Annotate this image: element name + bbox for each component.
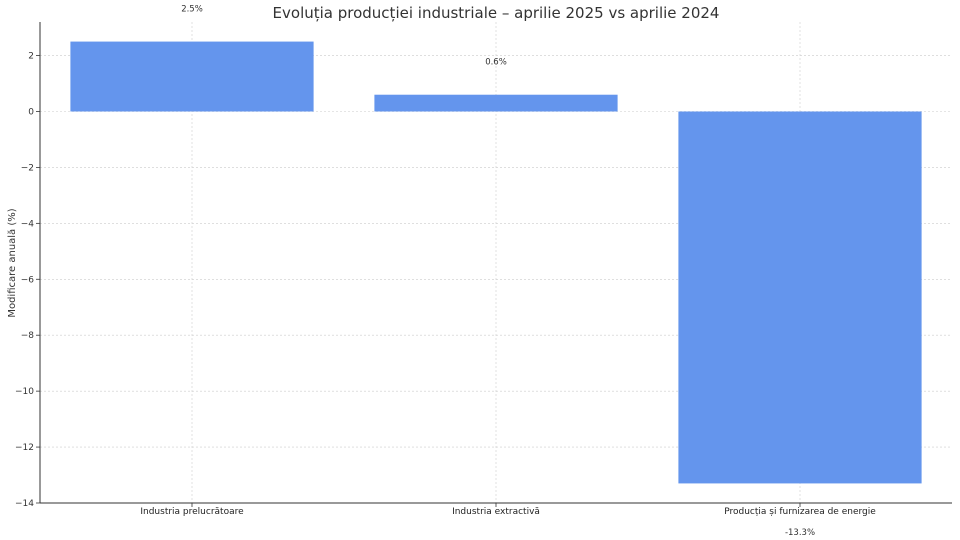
y-tick-label: −12 <box>15 443 34 453</box>
data-label: 2.5% <box>181 5 203 15</box>
y-tick-label: −2 <box>21 163 34 173</box>
x-tick-label: Producția și furnizarea de energie <box>724 507 876 517</box>
y-tick-label: −10 <box>15 387 34 397</box>
data-label: 0.6% <box>485 58 507 68</box>
y-tick-label: −8 <box>21 331 35 341</box>
bar <box>70 41 314 112</box>
y-tick-label: −4 <box>21 219 35 229</box>
y-axis-label: Modificare anuală (%) <box>7 208 18 317</box>
y-tick-label: −6 <box>21 275 35 285</box>
x-tick-label: Industria prelucrătoare <box>140 507 244 517</box>
axes <box>36 22 952 507</box>
labels: 2 0 −2 −4 −6 −8 −10 −12 −14 Industria prelucrătoa… <box>15 5 876 538</box>
data-label: -13.3% <box>785 528 815 538</box>
bar <box>374 94 618 112</box>
y-tick-label: −14 <box>15 499 34 509</box>
y-tick-label: 0 <box>28 107 34 117</box>
x-tick-label: Industria extractivă <box>452 507 540 517</box>
y-tick-label: 2 <box>28 52 34 62</box>
bars <box>70 41 922 484</box>
chart-title: Evoluția producției industriale – aprili… <box>273 4 720 22</box>
bar <box>678 111 922 484</box>
